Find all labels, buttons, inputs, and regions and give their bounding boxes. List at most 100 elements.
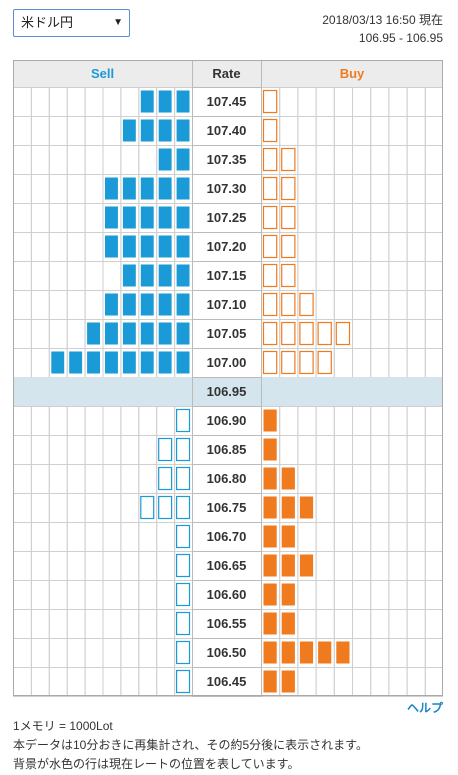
grid-cell xyxy=(30,580,50,610)
grid-cell xyxy=(66,464,86,494)
grid-cell xyxy=(13,348,32,378)
grid-cell xyxy=(138,667,158,697)
rate-label: 107.10 xyxy=(207,297,247,312)
grid-cell xyxy=(138,464,158,494)
sell-bar-cell xyxy=(158,437,173,462)
sell-bar-cell xyxy=(122,206,136,229)
help-link[interactable]: ヘルプ xyxy=(406,701,443,715)
grid-cell xyxy=(13,435,32,465)
grid-cell xyxy=(30,435,50,465)
grid-cell xyxy=(370,638,390,668)
grid-cell xyxy=(102,551,122,581)
sell-bar-cell xyxy=(140,206,154,229)
currency-pair-select[interactable]: 米ドル円 ▼ xyxy=(13,9,130,37)
grid-cell xyxy=(66,319,86,349)
grid-cell xyxy=(48,406,68,436)
grid-cell xyxy=(102,87,122,117)
rate-label: 107.35 xyxy=(207,152,247,167)
grid-cell xyxy=(352,522,372,552)
grid-cell xyxy=(333,493,353,523)
sell-bar-cell xyxy=(176,235,190,258)
grid-cell xyxy=(370,609,390,639)
rate-label: 107.40 xyxy=(207,123,247,138)
rate-label: 106.75 xyxy=(207,500,247,515)
buy-bar-cell xyxy=(263,409,277,432)
rate-label: 107.45 xyxy=(207,94,247,109)
sell-bar-cell xyxy=(176,322,190,345)
grid-cell xyxy=(13,290,32,320)
sell-bar-cell xyxy=(140,495,155,520)
grid-cell xyxy=(66,667,86,697)
sell-bar-cell xyxy=(140,119,154,142)
buy-bar-cell xyxy=(299,292,314,317)
grid-cell xyxy=(84,522,104,552)
grid-cell xyxy=(297,116,317,146)
grid-cell xyxy=(424,464,443,494)
grid-cell xyxy=(120,580,140,610)
grid-cell xyxy=(315,551,335,581)
buy-bar-cell xyxy=(335,321,351,346)
rate-label: 106.95 xyxy=(207,384,247,399)
grid-cell xyxy=(406,203,426,233)
grid-cell xyxy=(333,551,353,581)
grid-cell xyxy=(388,261,408,291)
grid-cell xyxy=(370,493,390,523)
sell-bar-cell xyxy=(176,495,191,520)
grid-cell xyxy=(30,522,50,552)
buy-bar-cell xyxy=(262,292,278,317)
grid-cell xyxy=(120,667,140,697)
grid-cell xyxy=(279,116,299,146)
grid-cell xyxy=(156,551,176,581)
sell-bar-cell xyxy=(87,351,100,374)
sell-bar-cell xyxy=(51,351,65,374)
grid-cell xyxy=(13,203,32,233)
grid-cell xyxy=(66,145,86,175)
buy-bar-cell xyxy=(299,641,314,664)
rate-label: 106.60 xyxy=(207,587,247,602)
grid-cell xyxy=(370,87,390,117)
rate-label: 106.65 xyxy=(207,558,247,573)
grid-cell xyxy=(406,638,426,668)
buy-bar-cell xyxy=(263,496,277,519)
grid-cell xyxy=(370,319,390,349)
grid-cell xyxy=(424,348,443,378)
rate-label: 106.85 xyxy=(207,442,247,457)
grid-cell xyxy=(66,174,86,204)
rate-label: 106.55 xyxy=(207,616,247,631)
grid-cell xyxy=(138,638,158,668)
buy-bar-cell xyxy=(281,525,295,548)
grid-cell xyxy=(84,551,104,581)
grid-cell xyxy=(102,261,122,291)
sell-bar-cell xyxy=(122,235,136,258)
sell-bar-cell xyxy=(158,466,173,491)
sell-bar-cell xyxy=(158,322,172,345)
grid-cell xyxy=(370,290,390,320)
grid-cell xyxy=(48,667,68,697)
grid-cell xyxy=(315,406,335,436)
grid-cell xyxy=(138,145,158,175)
grid-cell xyxy=(406,580,426,610)
grid-cell xyxy=(156,638,176,668)
grid-cell xyxy=(48,290,68,320)
grid-cell xyxy=(388,203,408,233)
sell-bar-cell xyxy=(176,553,191,578)
grid-cell xyxy=(13,87,32,117)
grid-cell xyxy=(333,87,353,117)
grid-cell xyxy=(333,522,353,552)
buy-bar-cell xyxy=(318,641,332,664)
buy-bar-cell xyxy=(281,292,296,317)
current-rate-row xyxy=(13,377,443,406)
grid-cell xyxy=(406,174,426,204)
sell-bar-cell xyxy=(176,524,191,549)
sell-bar-cell xyxy=(122,177,136,200)
buy-bar-cell xyxy=(263,467,277,490)
grid-cell xyxy=(424,493,443,523)
grid-cell xyxy=(315,290,335,320)
buy-bar-cell xyxy=(281,321,296,346)
grid-cell xyxy=(13,464,32,494)
grid-cell xyxy=(297,87,317,117)
grid-cell xyxy=(48,580,68,610)
grid-cell xyxy=(48,435,68,465)
grid-cell xyxy=(48,522,68,552)
grid-cell xyxy=(406,667,426,697)
